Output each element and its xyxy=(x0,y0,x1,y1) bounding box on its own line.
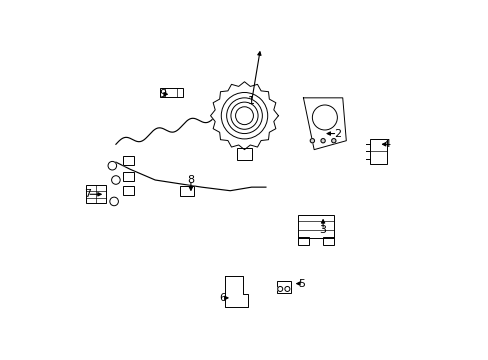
Circle shape xyxy=(320,139,325,143)
Text: 9: 9 xyxy=(159,89,165,99)
Bar xyxy=(86,185,106,203)
Text: 1: 1 xyxy=(247,96,255,107)
Text: 3: 3 xyxy=(319,225,326,235)
Bar xyxy=(298,237,308,245)
Bar xyxy=(276,281,290,293)
Circle shape xyxy=(110,197,118,206)
Bar xyxy=(237,148,251,160)
Bar xyxy=(123,186,134,195)
Text: 2: 2 xyxy=(333,129,340,139)
Circle shape xyxy=(309,139,314,143)
Bar xyxy=(298,215,333,238)
Bar xyxy=(160,88,183,97)
Text: 7: 7 xyxy=(83,189,91,199)
Bar xyxy=(237,148,251,160)
Polygon shape xyxy=(210,82,278,150)
Circle shape xyxy=(312,105,337,130)
Bar xyxy=(123,172,134,181)
Circle shape xyxy=(331,139,335,143)
Circle shape xyxy=(285,287,289,292)
Bar xyxy=(123,156,134,165)
Text: 6: 6 xyxy=(219,293,226,303)
Bar xyxy=(298,237,308,245)
Bar xyxy=(180,186,194,196)
Text: 8: 8 xyxy=(187,175,194,185)
Text: 5: 5 xyxy=(298,279,305,289)
Bar xyxy=(276,281,290,293)
Circle shape xyxy=(235,107,253,125)
Bar xyxy=(323,237,333,245)
Circle shape xyxy=(111,176,120,184)
Bar xyxy=(369,139,386,164)
Bar xyxy=(323,237,333,245)
Bar xyxy=(123,156,134,165)
Bar xyxy=(123,186,134,195)
Bar xyxy=(298,215,333,238)
Polygon shape xyxy=(224,276,247,307)
Bar xyxy=(86,185,106,203)
Circle shape xyxy=(108,161,116,170)
Bar xyxy=(180,186,194,196)
Bar xyxy=(123,172,134,181)
Circle shape xyxy=(277,287,282,292)
Bar xyxy=(160,88,183,97)
Text: 4: 4 xyxy=(383,139,390,149)
Bar xyxy=(369,139,386,164)
Polygon shape xyxy=(303,98,346,150)
